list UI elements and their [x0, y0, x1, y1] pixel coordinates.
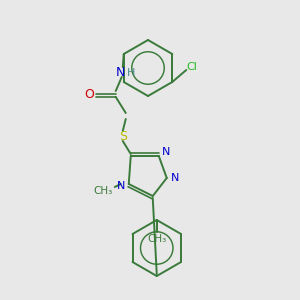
- Text: CH₃: CH₃: [93, 186, 112, 196]
- Text: CH₃: CH₃: [147, 234, 167, 244]
- Text: O: O: [84, 88, 94, 100]
- Text: N: N: [116, 65, 125, 79]
- Text: Cl: Cl: [187, 62, 198, 72]
- Text: N: N: [117, 181, 125, 191]
- Text: H: H: [127, 68, 135, 78]
- Text: N: N: [162, 147, 170, 157]
- Text: S: S: [119, 130, 127, 142]
- Text: N: N: [171, 173, 179, 183]
